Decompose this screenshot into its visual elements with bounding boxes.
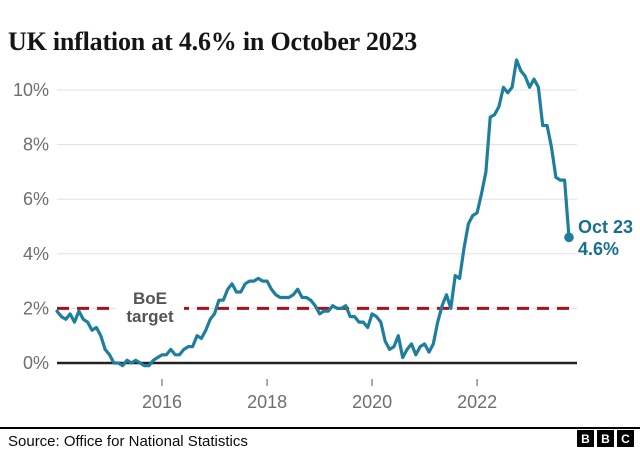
boe-target-label-line2: target: [126, 307, 174, 326]
y-axis-tick-label: 0%: [23, 353, 49, 373]
bbc-logo-block: C: [617, 430, 634, 447]
y-axis-tick-label: 2%: [23, 298, 49, 318]
bbc-logo: B B C: [577, 430, 634, 447]
inflation-line: [55, 58, 571, 368]
bbc-logo-block: B: [597, 430, 614, 447]
latest-point-marker: [564, 232, 574, 243]
bbc-logo-block: B: [577, 430, 594, 447]
annotation-value: 4.6%: [578, 239, 619, 259]
annotation-date: Oct 23: [578, 217, 633, 237]
x-axis-tick-label: 2018: [247, 392, 287, 412]
source-credit: Source: Office for National Statistics: [8, 433, 248, 450]
y-axis-tick-label: 4%: [23, 244, 49, 264]
y-axis-tick-label: 8%: [23, 135, 49, 155]
x-axis-tick-label: 2020: [352, 392, 392, 412]
x-axis-tick-label: 2016: [142, 392, 182, 412]
y-axis-tick-label: 6%: [23, 189, 49, 209]
x-axis-tick-label: 2022: [457, 392, 497, 412]
boe-target-label-line1: BoE: [133, 289, 167, 308]
footer-divider: [0, 427, 640, 429]
boe-target-label-halo: [116, 290, 184, 327]
page-title: UK inflation at 4.6% in October 2023: [8, 27, 418, 57]
y-axis-tick-label: 10%: [13, 80, 49, 100]
